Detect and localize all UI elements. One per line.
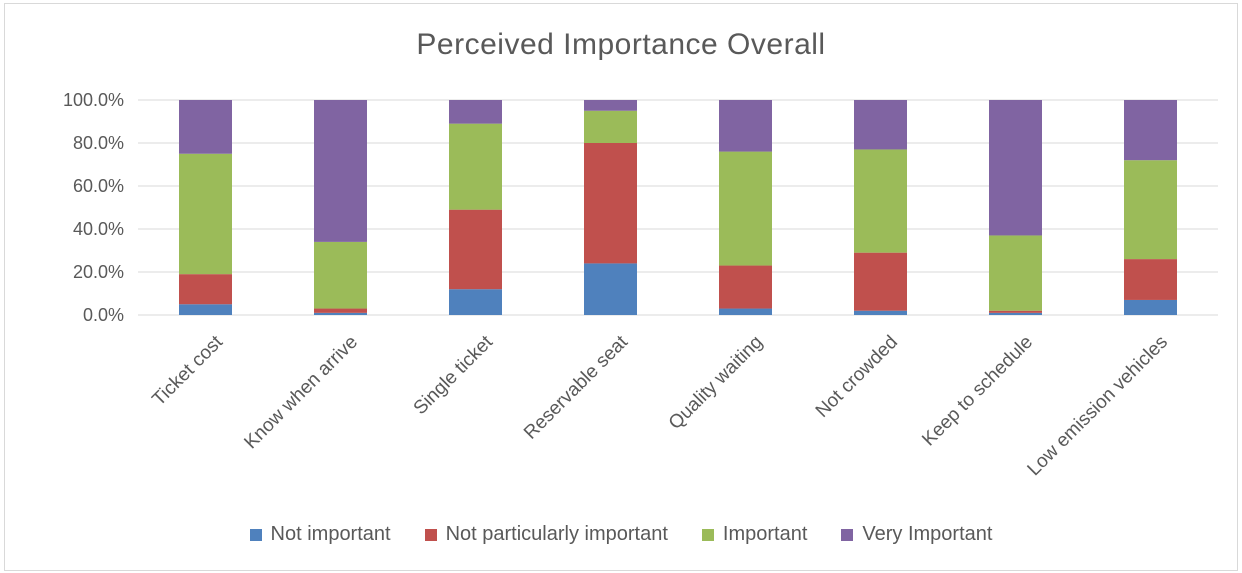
legend-swatch: [424, 528, 437, 541]
bar-segment: [449, 100, 502, 124]
bar-segment: [314, 308, 367, 313]
bar-segment: [989, 235, 1042, 311]
legend-label: Not important: [270, 523, 391, 545]
legend-label: Important: [722, 523, 808, 545]
bar-segment: [989, 312, 1042, 315]
bar-segment: [989, 100, 1042, 236]
legend-swatch: [701, 528, 714, 541]
y-tick-label: 40.0%: [73, 219, 124, 239]
y-tick-label: 20.0%: [73, 262, 124, 282]
bar-segment: [854, 310, 907, 315]
bar-segment: [179, 153, 232, 275]
bar-segment: [449, 289, 502, 315]
x-tick-label: Ticket cost: [148, 331, 227, 410]
legend-item: Not particularly important: [424, 523, 668, 546]
bar-segment: [314, 241, 367, 309]
y-tick-label: 100.0%: [63, 90, 124, 110]
bar-segment: [719, 151, 772, 266]
x-tick-label: Single ticket: [410, 331, 498, 419]
bar-segment: [449, 209, 502, 290]
legend-item: Important: [701, 523, 808, 546]
legend-swatch: [841, 528, 854, 541]
bar-segment: [989, 310, 1042, 313]
bar-segment: [314, 100, 367, 242]
bar-segment: [854, 252, 907, 311]
bar-segment: [584, 110, 637, 143]
chart-title: Perceived Importance Overall: [416, 28, 826, 61]
legend-label: Very Important: [862, 523, 993, 545]
bar-segment: [719, 308, 772, 315]
bar-segment: [854, 100, 907, 150]
bar-segment: [179, 100, 232, 154]
bar-segment: [719, 100, 772, 152]
x-tick-label: Know when arrive: [240, 332, 362, 454]
y-tick-label: 60.0%: [73, 176, 124, 196]
x-tick-label: Reservable seat: [520, 331, 632, 443]
x-tick-label: Quality waiting: [665, 332, 767, 434]
y-tick-label: 0.0%: [83, 305, 124, 325]
bar-segment: [179, 304, 232, 315]
legend-item: Very Important: [841, 523, 992, 546]
bar-segment: [449, 123, 502, 210]
bar-segment: [854, 149, 907, 253]
legend-swatch: [249, 528, 262, 541]
bar-segment: [584, 100, 637, 111]
bar-segment: [1124, 259, 1177, 300]
bar-segment: [1124, 299, 1177, 315]
bar-segment: [1124, 100, 1177, 161]
bar-segment: [179, 274, 232, 305]
legend-item: Not important: [249, 523, 391, 546]
bar-segment: [584, 263, 637, 315]
bar-segment: [719, 265, 772, 309]
x-tick-label: Low emission vehicles: [1024, 332, 1173, 481]
bar-segment: [584, 143, 637, 264]
bar-segment: [314, 312, 367, 315]
y-tick-label: 80.0%: [73, 133, 124, 153]
x-tick-label: Not crowded: [812, 332, 902, 422]
bar-segment: [1124, 160, 1177, 260]
x-tick-label: Keep to schedule: [918, 332, 1037, 451]
legend: Not important Not particularly important I…: [0, 523, 1242, 546]
legend-label: Not particularly important: [445, 523, 668, 545]
